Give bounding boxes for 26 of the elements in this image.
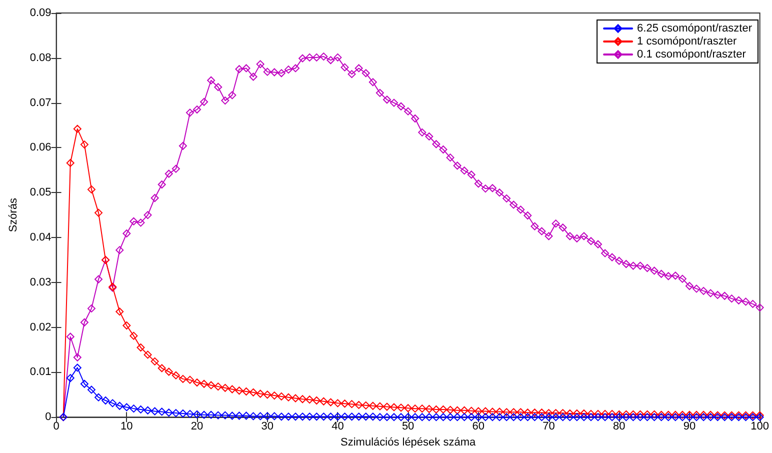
x-tick-label: 60 (472, 420, 485, 433)
x-tick-label: 100 (750, 420, 770, 433)
y-tick-label: 0.06 (30, 142, 52, 154)
legend-label: 0.1 csomópont/raszter (637, 48, 746, 60)
y-tick-label: 0.09 (30, 7, 52, 19)
y-axis-title: Szórás (8, 197, 20, 232)
x-tick-label: 40 (332, 420, 344, 433)
legend-label: 1 csomópont/raszter (637, 36, 738, 48)
y-tick-label: 0.04 (30, 232, 52, 244)
x-tick-label: 10 (120, 420, 133, 433)
x-tick-label: 90 (683, 420, 696, 433)
x-tick-label: 70 (542, 420, 555, 433)
y-tick-label: 0 (45, 411, 52, 424)
y-tick-label: 0.05 (30, 186, 52, 199)
legend-label: 6.25 csomópont/raszter (637, 22, 752, 34)
y-tick-label: 0.02 (30, 321, 52, 334)
y-tick-label: 0.01 (30, 366, 52, 378)
x-tick-label: 30 (261, 420, 274, 433)
x-tick-label: 50 (402, 420, 414, 433)
y-tick-label: 0.03 (30, 276, 52, 288)
y-tick-label: 0.07 (30, 96, 52, 109)
y-tick-label: 0.08 (30, 52, 52, 64)
x-tick-label: 0 (53, 420, 60, 433)
x-axis-title: Szimulációs lépések száma (340, 436, 476, 448)
x-tick-label: 20 (190, 420, 204, 433)
x-tick-label: 80 (612, 420, 626, 433)
